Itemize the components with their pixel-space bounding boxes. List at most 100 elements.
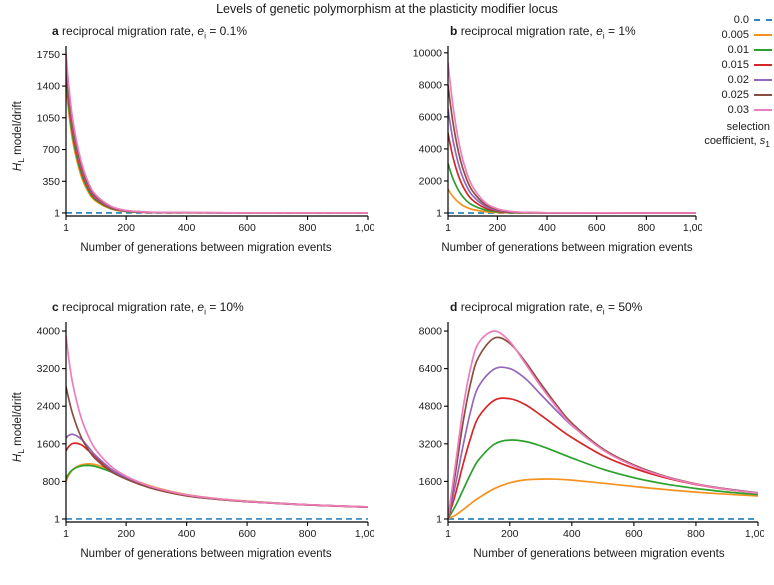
chart-svg: 1 800 1600 2400 3200 4000 1 200 400 600 800 1,000 [37,322,381,540]
panel-a: a reciprocal migration rate, ei = 0.1% H… [6,24,381,270]
panel-title-eq: = 1% [604,24,636,38]
y-tick-label: 1400 [37,81,61,93]
legend: 0.0 0.005 0.01 0.015 0.02 0.025 0.03 selection… [682,12,772,151]
panel-title-eq: = 0.1% [206,24,248,38]
x-axis-label: Number of generations between migration … [441,242,693,254]
legend-caption-line2: coefficient, [704,135,760,147]
series-0.03 [66,53,368,214]
x-tick-label: 600 [238,528,256,540]
x-tick-label: 200 [501,528,519,540]
y-tick-label: 1600 [419,476,443,488]
legend-entry: 0.01 [682,42,772,57]
y-tick-label: 1 [436,207,442,219]
y-tick-label: 6400 [419,363,443,375]
panel-title-sub: i [602,306,605,317]
y-tick-label: 10000 [413,47,442,59]
y-tick-label: 4800 [419,401,443,413]
legend-caption-sub: 1 [765,139,770,150]
x-tick-label: 1,000 [355,528,374,540]
series-0.03 [448,62,696,214]
legend-entry-label: 0.03 [727,103,749,116]
x-tick-label: 800 [638,222,656,234]
legend-line-sample [754,63,772,66]
panel-title-sub: i [204,30,206,41]
legend-caption-line1: selection [726,121,770,133]
panel-letter: d [450,300,458,314]
y-tick-label: 8000 [419,79,443,91]
x-tick-label: 1,000 [745,528,764,540]
legend-entry: 0.03 [682,102,772,117]
chart-panel-a: 1 350 700 1050 1400 1750 1 200 400 600 800 1,000 [22,42,381,243]
panel-title-var: e [197,24,205,38]
legend-line-sample [754,108,772,111]
x-tick-label: 1 [445,222,451,234]
y-tick-label: 1050 [37,112,61,124]
legend-entry-label: 0.02 [727,73,749,86]
panel-b-title: b reciprocal migration rate, ei = 1% [450,24,636,40]
y-tick-label: 2000 [419,175,443,187]
x-tick-label: 1 [63,528,69,540]
x-tick-label: 400 [178,528,196,540]
x-tick-label: 1,000 [355,222,374,234]
panel-letter: b [450,24,458,38]
y-tick-label: 6000 [419,111,443,123]
panel-title-eq: = 10% [206,300,244,314]
series-0.015 [66,442,368,508]
x-tick-label: 200 [117,528,135,540]
series-0.025 [448,336,758,519]
x-tick-label: 800 [687,528,705,540]
panel-title-text: reciprocal migration rate, [460,300,597,314]
series-0.015 [448,132,696,214]
legend-line-sample [754,33,772,36]
x-tick-label: 200 [117,222,135,234]
panel-title-var: e [596,24,603,38]
panel-c: c reciprocal migration rate, ei = 10% HL… [6,300,381,585]
legend-entry: 0.015 [682,57,772,72]
panel-d-title: d reciprocal migration rate, ei = 50% [450,300,642,316]
y-tick-label: 1 [436,513,442,525]
chart-panel-c: 1 800 1600 2400 3200 4000 1 200 400 600 800 1,000 [22,318,381,549]
legend-line-sample [754,93,772,96]
x-tick-label: 400 [178,222,196,234]
x-tick-label: 400 [563,528,581,540]
legend-caption-var: s [759,135,766,147]
y-tick-label: 1 [54,207,60,219]
x-tick-label: 1 [445,528,451,540]
series-0.005 [66,83,368,214]
y-tick-label: 1 [54,513,60,525]
x-tick-label: 600 [238,222,256,234]
series-0.015 [448,397,758,519]
panel-title-var: e [197,300,205,314]
x-tick-label: 600 [625,528,643,540]
legend-entry-label: 0.025 [721,88,749,101]
panel-title-text: reciprocal migration rate, [62,24,198,38]
x-tick-label: 800 [299,222,317,234]
panel-b: b reciprocal migration rate, ei = 1% 1 20… [404,24,709,270]
series-0.025 [448,84,696,214]
y-tick-label: 1750 [37,49,61,61]
legend-line-sample [754,18,772,21]
legend-entry-label: 0.015 [721,58,749,71]
x-axis-label: Number of generations between migration … [473,548,725,560]
legend-entry: 0.0 [682,12,772,27]
series-0.02 [448,366,758,519]
y-tick-label: 1600 [37,438,61,450]
y-tick-label: 4000 [37,326,61,338]
x-tick-label: 400 [538,222,556,234]
panel-title-sub: i [204,306,206,317]
panel-c-title: c reciprocal migration rate, ei = 10% [52,300,244,316]
series-0.025 [66,386,368,508]
panel-a-title: a reciprocal migration rate, ei = 0.1% [52,24,247,40]
chart-svg: 1 350 700 1050 1400 1750 1 200 400 600 800 1,000 [37,46,381,234]
x-tick-label: 800 [299,528,317,540]
series-0.005 [448,478,758,520]
legend-entry-label: 0.005 [721,28,749,41]
series-0.025 [66,58,368,214]
legend-line-sample [754,48,772,51]
figure-title: Levels of genetic polymorphism at the pl… [216,2,558,16]
x-tick-label: 1,000 [683,222,702,234]
panel-title-sub: i [602,30,605,41]
series-0.01 [66,76,368,214]
legend-caption: selection coefficient, s1 [682,120,772,151]
